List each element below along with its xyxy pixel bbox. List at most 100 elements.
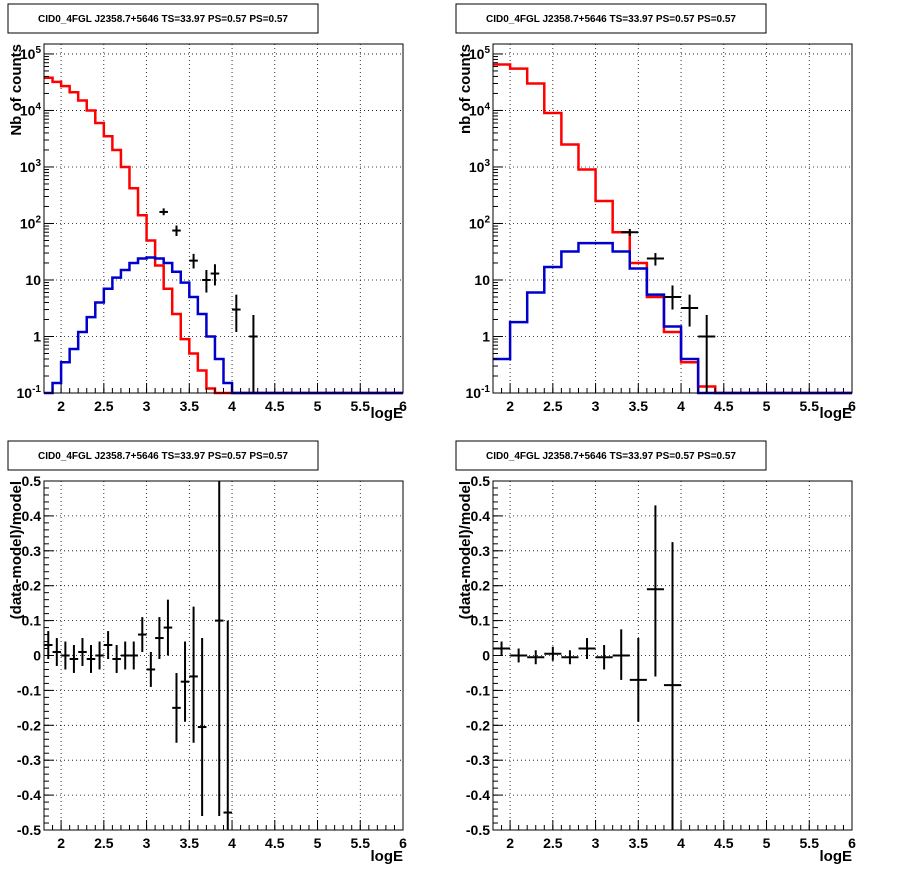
y-tick-label: 0.5 (22, 473, 42, 489)
x-tick-label: 4.5 (714, 835, 734, 851)
y-tick-label: 10-1 (466, 384, 491, 401)
x-tick-label: 5.5 (800, 835, 820, 851)
x-tick-label: 5 (314, 398, 322, 414)
title-box (455, 440, 767, 471)
x-tick-label: 2 (506, 398, 514, 414)
x-tick-label: 6 (399, 835, 407, 851)
x-tick-label: 4.5 (265, 398, 285, 414)
y-tick-label: 0.4 (22, 508, 42, 524)
x-tick-label: 5.5 (351, 398, 371, 414)
x-tick-label: 2.5 (543, 835, 563, 851)
x-tick-label: 4 (677, 835, 685, 851)
total-model-histogram (44, 76, 403, 395)
axis-ticks: 2 2.5 3 3.5 4 4.5 5 5.5 6 10-1 1 10 102 103 104 105 (17, 45, 408, 414)
x-tick-label: 2 (57, 835, 65, 851)
y-tick-label: 103 (469, 158, 491, 175)
x-tick-label: 3 (143, 835, 151, 851)
plot-marks (493, 505, 682, 830)
plot-frame (492, 43, 853, 394)
x-tick-label: 4.5 (265, 835, 285, 851)
y-tick-label: 103 (20, 158, 42, 175)
panel-title: CID0_4FGL J2358.7+5646 TS=33.97 PS=0.57 … (486, 451, 736, 462)
y-tick-label: 105 (469, 45, 491, 62)
title-box (7, 440, 319, 471)
grid (493, 44, 853, 394)
y-tick-label: 0.3 (471, 543, 491, 559)
x-tick-label: 6 (848, 398, 856, 414)
x-tick-label: 5 (314, 835, 322, 851)
panel-residuals-right: CID0_4FGL J2358.7+5646 TS=33.97 PS=0.57 … (455, 440, 856, 865)
plot-marks (44, 76, 403, 395)
x-tick-label: 5 (763, 835, 771, 851)
x-axis-label: logE (371, 848, 404, 865)
x-tick-label: 3 (592, 835, 600, 851)
y-tick-label: -0.1 (17, 682, 41, 698)
x-tick-label: 6 (848, 835, 856, 851)
panel-title: CID0_4FGL J2358.7+5646 TS=33.97 PS=0.57 … (38, 451, 288, 462)
x-tick-label: 4 (228, 835, 236, 851)
plot-frame (43, 43, 404, 394)
x-axis-label: logE (820, 848, 853, 865)
y-tick-label: 10-1 (17, 384, 42, 401)
panel-counts-left: CID0_4FGL J2358.7+5646 TS=33.97 PS=0.57 … (7, 3, 408, 422)
x-tick-label: 4 (677, 398, 685, 414)
x-axis-label: logE (820, 405, 853, 422)
y-tick-label: -0.4 (17, 787, 41, 803)
y-tick-label: -0.4 (466, 787, 490, 803)
plot-marks (493, 63, 852, 395)
source-model-histogram (44, 256, 403, 395)
x-tick-label: 6 (399, 398, 407, 414)
x-tick-label: 3.5 (180, 835, 200, 851)
x-tick-label: 5 (763, 398, 771, 414)
x-axis-label: logE (371, 405, 404, 422)
panel-title: CID0_4FGL J2358.7+5646 TS=33.97 PS=0.57 … (486, 14, 736, 25)
y-tick-label: -0.5 (466, 822, 490, 838)
y-tick-label: 1 (482, 328, 490, 344)
y-tick-label: 0 (33, 648, 41, 664)
y-tick-label: -0.3 (466, 752, 490, 768)
y-tick-label: 0.2 (471, 578, 491, 594)
x-tick-label: 5.5 (800, 398, 820, 414)
y-tick-label: 10 (25, 272, 41, 288)
y-tick-label: 0 (482, 648, 490, 664)
plot-marks (44, 481, 233, 830)
y-tick-label: 102 (469, 214, 491, 231)
panel-counts-right: CID0_4FGL J2358.7+5646 TS=33.97 PS=0.57 … (455, 3, 857, 422)
axis-ticks: 2 2.5 3 3.5 4 4.5 5 5.5 6 10-1 1 10 102 103 104 105 (466, 45, 857, 414)
title-box (455, 3, 767, 34)
x-tick-label: 2 (506, 835, 514, 851)
y-tick-label: 0.1 (22, 613, 42, 629)
x-tick-label: 2.5 (94, 835, 114, 851)
y-tick-label: 0.2 (22, 578, 42, 594)
panel-title: CID0_4FGL J2358.7+5646 TS=33.97 PS=0.57 … (38, 14, 288, 25)
y-tick-label: 10 (474, 272, 490, 288)
x-tick-label: 3 (592, 398, 600, 414)
y-axis-label: (data-model)/model (457, 481, 474, 619)
panel-residuals-left: CID0_4FGL J2358.7+5646 TS=33.97 PS=0.57 … (7, 440, 407, 865)
grid (44, 44, 404, 394)
y-axis-label: Nb of counts (8, 44, 25, 136)
y-tick-label: 104 (20, 101, 42, 118)
y-tick-label: -0.5 (17, 822, 41, 838)
x-tick-label: 2 (57, 398, 65, 414)
source-model-histogram (493, 241, 852, 395)
title-box (7, 3, 319, 34)
x-tick-label: 2.5 (94, 398, 114, 414)
x-tick-label: 3.5 (629, 835, 649, 851)
total-model-histogram (493, 63, 852, 395)
y-tick-label: 0.4 (471, 508, 491, 524)
x-tick-label: 3.5 (629, 398, 649, 414)
y-tick-label: 0.1 (471, 613, 491, 629)
y-tick-label: -0.3 (17, 752, 41, 768)
y-tick-label: -0.2 (466, 717, 490, 733)
y-axis-label: (data-model)/model (8, 481, 25, 619)
x-tick-label: 4 (228, 398, 236, 414)
y-tick-label: 0.3 (22, 543, 42, 559)
y-tick-label: 102 (20, 214, 42, 231)
y-tick-label: 0.5 (471, 473, 491, 489)
axis-ticks: 2 2.5 3 3.5 4 4.5 5 5.5 6 -0.5 -0.4 -0.3 -0.2 -0.1 0 0.… (466, 473, 856, 851)
x-tick-label: 5.5 (351, 835, 371, 851)
x-tick-label: 3 (143, 398, 151, 414)
y-tick-label: 104 (469, 101, 491, 118)
y-tick-label: 105 (20, 45, 42, 62)
